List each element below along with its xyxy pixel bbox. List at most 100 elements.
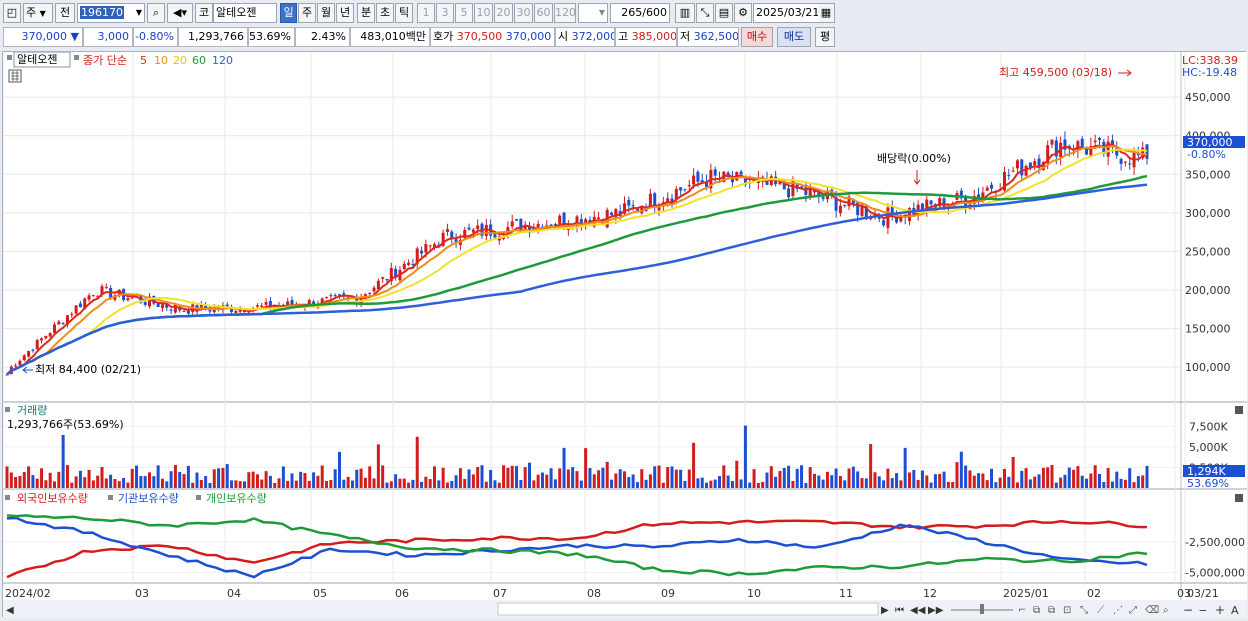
tab-minute[interactable]: 분: [357, 3, 375, 23]
eval-button[interactable]: 평: [815, 27, 835, 47]
candle-body: [1128, 163, 1132, 165]
volume-bar: [1132, 482, 1136, 488]
volume-bar: [1037, 474, 1041, 488]
buy-button[interactable]: 매수: [741, 27, 773, 47]
candle-body: [743, 176, 747, 185]
calendar-icon[interactable]: ▦: [818, 3, 835, 23]
candle-body: [160, 304, 164, 308]
ask-price: 370,000: [505, 30, 552, 43]
ray-icon[interactable]: ⟋: [1097, 605, 1104, 616]
zoom-slider-handle[interactable]: [980, 604, 984, 614]
font-size-icon[interactable]: A: [1231, 604, 1239, 617]
candle-body: [1020, 159, 1024, 176]
candle-body: [856, 202, 860, 216]
stock-code-input[interactable]: 196170 ▼: [77, 3, 145, 23]
bar-count-field[interactable]: 265/600: [610, 3, 670, 23]
stock-name-box[interactable]: [13, 51, 71, 68]
gear-icon[interactable]: ⚙: [734, 3, 752, 23]
speaker-icon[interactable]: ◀▾: [167, 3, 193, 23]
custom-interval-select[interactable]: ▼: [578, 3, 608, 23]
candle-body: [48, 333, 52, 337]
scroll-left-icon[interactable]: ◀: [6, 605, 14, 616]
interval-10[interactable]: 10: [474, 3, 493, 23]
chart-panel[interactable]: 알테오젠 종가 단순 5 10 20 60 120 LC:338.39 HC:-…: [2, 51, 1247, 618]
arrow-tool-icon[interactable]: ⤢: [1129, 605, 1137, 616]
tab-second[interactable]: 초: [376, 3, 394, 23]
volume-bar: [130, 468, 134, 488]
stock-name-field[interactable]: 알테오젠: [213, 3, 277, 23]
candle-body: [53, 324, 56, 333]
candle-body: [415, 248, 419, 264]
chart-type-icon[interactable]: ▥: [675, 3, 695, 23]
volume-bar: [536, 474, 540, 488]
minus-icon[interactable]: ‒: [1199, 603, 1207, 617]
tab-day[interactable]: 일: [280, 3, 297, 23]
volume-bar: [558, 468, 562, 488]
interval-30[interactable]: 30: [514, 3, 533, 23]
volume-bar: [791, 481, 795, 488]
sell-button[interactable]: 매도: [777, 27, 811, 47]
tab-week[interactable]: 주: [298, 3, 316, 23]
split-icon[interactable]: ⧉: [1048, 605, 1055, 616]
plus-icon[interactable]: +: [1215, 603, 1225, 617]
overlay-icon[interactable]: ⊡: [1063, 605, 1071, 616]
zoom-out-icon[interactable]: −: [1183, 603, 1193, 617]
exchange-badge[interactable]: 코: [195, 3, 213, 23]
candle-body: [765, 178, 769, 185]
x-axis-label: 02: [1087, 587, 1101, 600]
layout-icon[interactable]: ⧉: [1033, 605, 1040, 616]
candle-body: [687, 184, 691, 187]
volume-bar: [912, 470, 916, 488]
volume-bar: [14, 477, 18, 488]
candle-body: [752, 179, 756, 182]
volume-bar: [420, 481, 424, 488]
volume-bar: [346, 476, 350, 488]
scroll-right-icon[interactable]: ▶: [881, 605, 889, 616]
candle-body: [83, 298, 87, 310]
interval-1[interactable]: 1: [417, 3, 435, 23]
candle-body: [255, 305, 259, 307]
interval-20[interactable]: 20: [494, 3, 513, 23]
interval-3[interactable]: 3: [436, 3, 454, 23]
candle-body: [1123, 161, 1127, 163]
volume-bar: [1093, 465, 1097, 488]
search-icon[interactable]: ⌕: [147, 3, 165, 23]
prev-button[interactable]: 전: [55, 3, 75, 23]
save-icon[interactable]: ▤: [715, 3, 733, 23]
volume-bar: [735, 460, 739, 488]
candle-body: [100, 286, 104, 295]
interval-120[interactable]: 120: [554, 3, 576, 23]
volume-value: 1,293,766: [178, 27, 248, 47]
period-select[interactable]: 주 ▼: [23, 3, 53, 23]
prev-page-icon[interactable]: ◀◀: [910, 605, 926, 616]
search-icon[interactable]: ⌕: [1163, 605, 1169, 616]
candle-body: [519, 218, 523, 233]
interval-5[interactable]: 5: [455, 3, 473, 23]
volume-bar: [264, 471, 268, 488]
volume-bar: [100, 466, 104, 488]
candle-body: [61, 323, 65, 325]
eraser-icon[interactable]: ⌫: [1145, 605, 1159, 616]
volume-bar: [1046, 467, 1050, 488]
next-page-icon[interactable]: ▶▶: [928, 605, 944, 616]
tab-tick[interactable]: 틱: [395, 3, 413, 23]
tab-year[interactable]: 년: [336, 3, 354, 23]
volume-panel-close-icon[interactable]: [1235, 406, 1243, 414]
volume-bar: [1098, 473, 1101, 488]
trendline-icon[interactable]: ⤡: [1080, 605, 1088, 616]
volume-bar: [994, 482, 998, 488]
date-field[interactable]: 2025/03/21: [753, 3, 835, 23]
window-menu-icon[interactable]: ◰: [3, 3, 21, 23]
draw-tool-icon[interactable]: ⤡: [696, 3, 714, 23]
scroll-thumb[interactable]: [497, 602, 879, 616]
holdings-panel-close-icon[interactable]: [1235, 494, 1243, 502]
tab-month[interactable]: 월: [317, 3, 335, 23]
jump-start-icon[interactable]: ⏮: [895, 605, 904, 616]
volume-bar: [225, 464, 229, 488]
interval-60[interactable]: 60: [534, 3, 553, 23]
fib-icon[interactable]: ⋰: [1113, 605, 1123, 616]
volume-tick-label: 5,000K: [1189, 441, 1228, 454]
crosshair-icon[interactable]: ⌐: [1018, 605, 1026, 616]
volume-bar: [856, 471, 860, 488]
volume-bar: [208, 483, 212, 488]
